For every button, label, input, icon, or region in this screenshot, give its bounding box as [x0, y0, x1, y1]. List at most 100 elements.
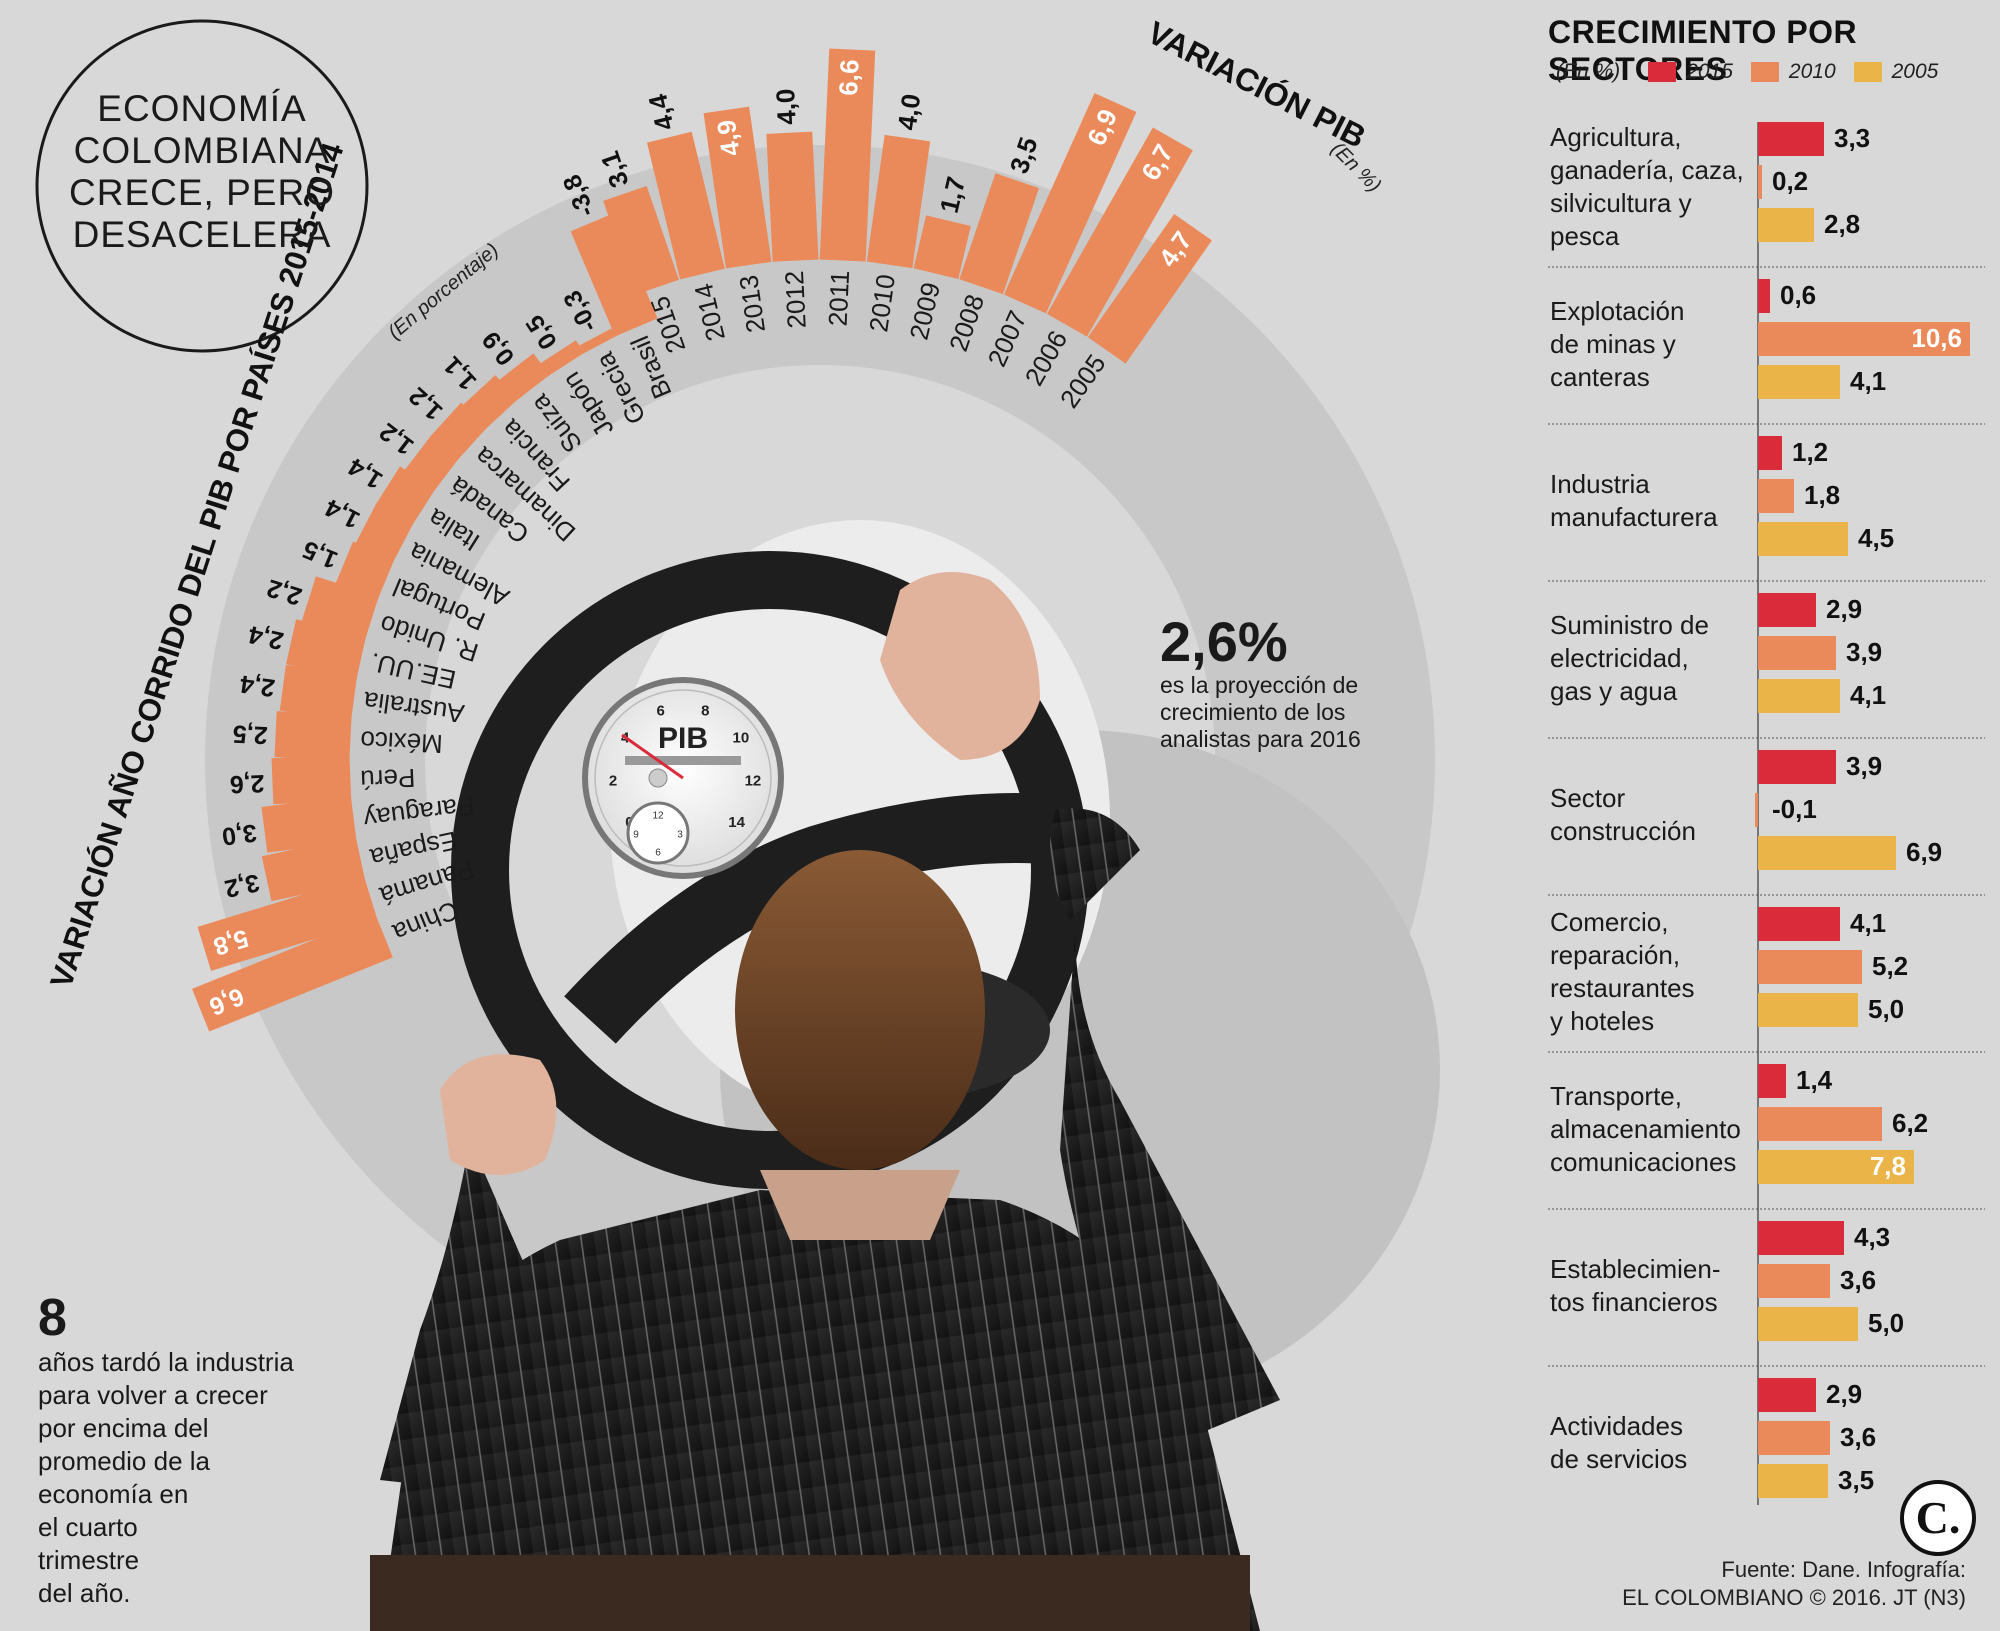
- sector-value-label: 7,8: [1870, 1151, 1906, 1181]
- source-line: EL COLOMBIANO © 2016. JT (N3): [1622, 1585, 1966, 1610]
- sector-label-line: pesca: [1550, 221, 1620, 251]
- sector-value-label: 1,4: [1796, 1065, 1833, 1095]
- sector-label: Establecimien-tos financieros: [1550, 1253, 1721, 1319]
- country-bar: [496, 353, 550, 403]
- country-bar: [279, 664, 358, 721]
- sector-bar-2005: [1758, 1150, 1914, 1184]
- gauge-needle: [621, 733, 684, 780]
- pib-bar: [1003, 93, 1137, 314]
- infographic-title: ECONOMÍA COLOMBIANA CRECE, PERO DESACELE…: [52, 88, 352, 256]
- country-value-label: 2,5: [232, 719, 268, 749]
- title-circle: [35, 19, 369, 353]
- country-bar: [261, 836, 366, 902]
- title-line: DESACELERA: [72, 214, 332, 255]
- sector-label: Agricultura, ganadería, caza, silvicultura…: [1550, 121, 1744, 253]
- sector-value-label: 1,8: [1804, 480, 1840, 510]
- sector-value-label: 0,2: [1772, 166, 1808, 196]
- sector-bar-2015: [1758, 593, 1816, 627]
- pib-bar: [646, 131, 725, 280]
- sector-bar-2010: [1758, 950, 1862, 984]
- industry-note-line: el cuarto: [38, 1512, 138, 1542]
- pib-value-label: 4,0: [770, 88, 802, 126]
- sector-bar-2015: [1758, 1064, 1786, 1098]
- sector-value-label: 3,5: [1838, 1465, 1874, 1495]
- pib-value-label: 6,6: [833, 59, 865, 96]
- country-category-label: Perú: [360, 763, 416, 795]
- gauge-small-tick-label: 3: [677, 830, 683, 841]
- industry-note: 8 años tardó la industria para volver a …: [38, 1290, 294, 1610]
- sector-bar-2005: [1758, 679, 1840, 713]
- gauge-tick-label: 8: [701, 703, 709, 720]
- sector-label-line: y hoteles: [1550, 1006, 1655, 1036]
- sector-label-line: de servicios: [1550, 1444, 1688, 1474]
- sector-label: Suministro de electricidad, gas y agua: [1550, 609, 1709, 708]
- country-bar: [261, 795, 357, 853]
- industry-note-value: 8: [38, 1289, 67, 1347]
- country-bar-group: 2,4EE.UU.: [246, 619, 459, 695]
- pib-bar: [1046, 127, 1193, 337]
- gauge-label: PIB: [658, 722, 708, 755]
- pib-chart-title: VARIACIÓN PIB: [1142, 14, 1372, 155]
- title-line: COLOMBIANA: [73, 130, 331, 171]
- sector-value-label: 5,0: [1868, 1308, 1904, 1338]
- el-colombiano-logo: C.: [1900, 1480, 1976, 1556]
- country-bar-group: 2,5 México: [232, 711, 443, 761]
- industry-note-line: por encima del: [38, 1413, 209, 1443]
- pib-bar: [819, 48, 876, 262]
- projection-text-line: analistas para 2016: [1160, 726, 1361, 752]
- sector-bar-2005: [1758, 1464, 1828, 1498]
- sector-bar-2005: [1758, 993, 1858, 1027]
- sector-label-line: manufacturera: [1550, 502, 1718, 532]
- pib-bar: [603, 185, 679, 295]
- pib-category-label: 2011: [823, 270, 856, 327]
- sector-value-label: 3,9: [1846, 637, 1882, 667]
- sector-bar-2005: [1758, 208, 1814, 242]
- sector-label: Transporte, almacenamiento comunicaciones: [1550, 1080, 1741, 1179]
- legend-item-2010: 2010: [1750, 60, 1836, 84]
- sector-bar-2015: [1758, 122, 1824, 156]
- sector-label-line: de minas y: [1550, 328, 1676, 359]
- sector-label-line: gas y agua: [1550, 675, 1678, 706]
- sector-label-line: Agricultura,: [1550, 122, 1682, 152]
- sector-label-line: Suministro de: [1550, 609, 1709, 640]
- gauge-small-tick-label: 12: [652, 811, 664, 822]
- sector-label-line: Transporte,: [1550, 1080, 1682, 1111]
- gauge-tick-label: 2: [609, 772, 617, 789]
- source-line: Fuente: Dane. Infografía:: [1721, 1557, 1966, 1582]
- sector-label-line: reparación,: [1550, 940, 1681, 970]
- sector-bar-2015: [1758, 907, 1840, 941]
- country-bar: [537, 340, 585, 378]
- legend-item-2015: 2015: [1648, 60, 1733, 84]
- pib-bar: [866, 134, 931, 269]
- sectors-legend: (En %) 2015 2010 2005: [1556, 60, 1956, 84]
- gauge-tick-label: 6: [657, 703, 665, 720]
- sector-value-label: 4,1: [1850, 908, 1886, 938]
- pib-bar-group: 6,6 2011: [819, 48, 876, 327]
- industry-note-line: años tardó la industria: [38, 1347, 294, 1377]
- legend-label: 2010: [1788, 60, 1836, 83]
- gauge-small-tick-label: 6: [655, 848, 661, 859]
- country-value-label: 2,6: [229, 769, 265, 798]
- title-line: CRECE, PERO: [69, 172, 335, 213]
- gauge-tick-label: 10: [732, 730, 749, 747]
- sector-value-label: 4,3: [1854, 1222, 1890, 1252]
- sector-bar-2005: [1758, 522, 1848, 556]
- sector-bar-2010: [1758, 1264, 1830, 1298]
- legend-item-2005: 2005: [1853, 60, 1938, 84]
- sectors-title: CRECIMIENTO POR SECTORES: [1548, 14, 1858, 87]
- industry-note-line: economía en: [38, 1479, 189, 1509]
- sector-label-line: tos financieros: [1550, 1287, 1718, 1317]
- sector-value-label: 3,9: [1846, 751, 1882, 781]
- country-bar: [192, 914, 393, 1032]
- sector-label: Actividades de servicios: [1550, 1410, 1687, 1476]
- sector-value-label: 2,8: [1824, 209, 1860, 239]
- legend-swatch: [1750, 62, 1779, 82]
- sector-value-label: 10,6: [1911, 323, 1962, 353]
- sector-label-line: silvicultura y: [1550, 188, 1692, 218]
- legend-unit: (En %): [1556, 60, 1621, 83]
- legend-label: 2015: [1686, 60, 1733, 83]
- sector-bar-2005: [1758, 365, 1840, 399]
- industry-note-line: promedio de la: [38, 1446, 210, 1476]
